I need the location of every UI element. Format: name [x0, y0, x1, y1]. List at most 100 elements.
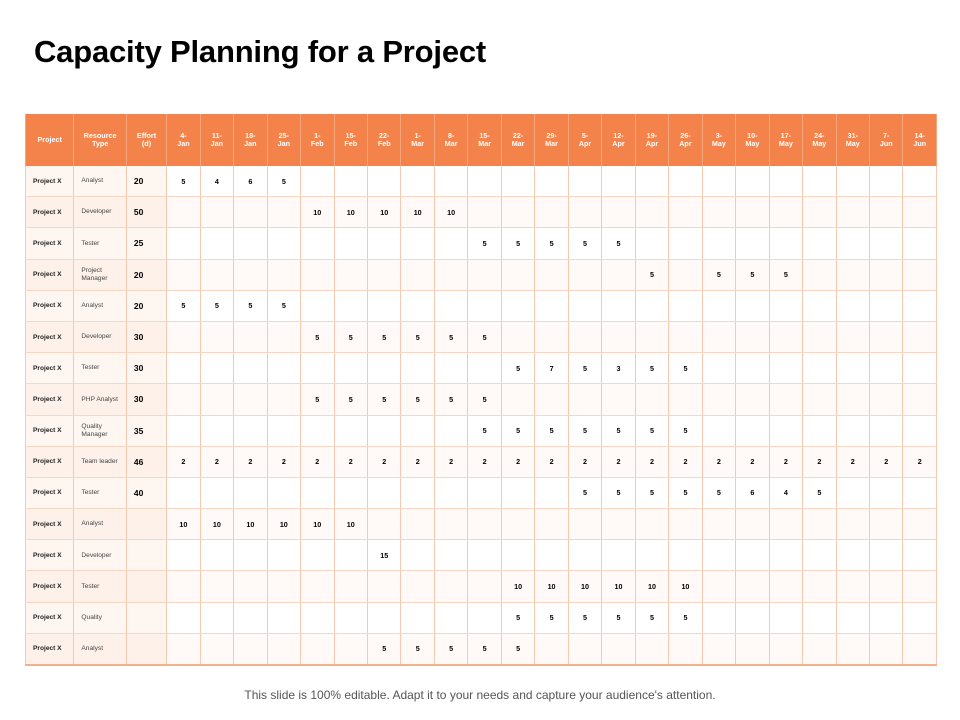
allocation-cell: 5 [467, 633, 502, 666]
allocation-cell [333, 602, 368, 634]
resource-type-cell: Team leader [73, 446, 127, 478]
allocation-cell: 5 [433, 383, 469, 416]
allocation-cell [567, 383, 603, 416]
allocation-cell [835, 321, 871, 354]
header-line: 24- [814, 130, 825, 140]
allocation-cell [266, 383, 302, 416]
allocation-cell: 5 [668, 415, 703, 447]
footer-note: This slide is 100% editable. Adapt it to… [244, 688, 716, 702]
resource-type-cell: Analyst [73, 290, 127, 322]
header-line: Apr [679, 139, 692, 148]
allocation-cell: 10 [668, 570, 703, 603]
table-body: Project X Analyst 20 5 4 6 5 Project X Developer… [24, 166, 937, 666]
header-line: 15- [345, 130, 356, 140]
column-header-5-apr: 5- Apr [567, 114, 603, 166]
header-line: May [845, 139, 860, 148]
header-line: 14- [914, 130, 925, 140]
allocation-cell: 5 [266, 166, 302, 198]
allocation-cell [902, 290, 937, 322]
allocation-cell: 5 [534, 415, 569, 447]
allocation-cell [634, 633, 670, 666]
effort-cell [125, 539, 168, 572]
column-header-effort-d: Effort (d) [125, 114, 168, 166]
allocation-cell [467, 508, 502, 541]
allocation-cell [233, 321, 268, 354]
allocation-cell [199, 539, 235, 572]
allocation-cell [166, 633, 201, 666]
allocation-cell [433, 290, 469, 322]
allocation-cell: 5 [333, 383, 368, 416]
allocation-cell [166, 415, 201, 447]
effort-cell: 30 [125, 321, 168, 354]
allocation-cell [199, 602, 235, 634]
allocation-cell [902, 415, 937, 447]
table-row: Project X Analyst 10 10 10 10 10 10 [24, 508, 937, 541]
allocation-cell: 2 [266, 446, 302, 478]
allocation-cell [500, 321, 536, 354]
allocation-cell [835, 633, 871, 666]
allocation-cell [233, 352, 268, 385]
allocation-cell: 5 [467, 415, 502, 447]
header-line: 26- [680, 130, 691, 140]
table-row: Project X Tester 40 5 5 5 5 5 6 4 5 [24, 477, 937, 510]
column-header-10-may: 10- May [735, 114, 770, 166]
project-cell: Project X [24, 508, 75, 541]
allocation-cell: 5 [366, 633, 402, 666]
allocation-cell: 5 [400, 383, 435, 416]
header-line: Jan [210, 139, 224, 148]
allocation-cell [601, 539, 636, 572]
header-line: May [745, 139, 760, 148]
effort-cell: 50 [125, 196, 168, 229]
allocation-cell [902, 570, 937, 603]
allocation-cell [400, 570, 435, 603]
allocation-cell [400, 352, 435, 385]
header-line: Apr [578, 139, 592, 148]
allocation-cell [701, 570, 737, 603]
allocation-cell: 5 [500, 415, 536, 447]
column-header-1-mar: 1- Mar [400, 114, 435, 166]
allocation-cell [701, 539, 737, 572]
allocation-cell: 5 [433, 633, 469, 666]
allocation-cell [567, 508, 603, 541]
allocation-cell [701, 227, 737, 260]
allocation-cell [869, 633, 904, 666]
allocation-cell: 5 [166, 290, 201, 322]
allocation-cell [768, 508, 804, 541]
allocation-cell [835, 477, 871, 510]
header-row: Project Resource Type Effort (d) 4- Jan 11- Jan 1… [24, 114, 937, 166]
header-line: Apr [612, 139, 625, 148]
allocation-cell [634, 508, 670, 541]
allocation-cell [902, 259, 937, 291]
allocation-cell [802, 321, 837, 354]
column-header-18-jan: 18- Jan [233, 114, 268, 166]
allocation-cell [433, 166, 469, 198]
allocation-cell [668, 166, 703, 198]
allocation-cell [802, 227, 837, 260]
project-cell: Project X [24, 570, 75, 603]
column-header-11-jan: 11- Jan [199, 114, 235, 166]
project-cell: Project X [24, 227, 75, 260]
allocation-cell [534, 290, 569, 322]
allocation-cell [300, 227, 335, 260]
allocation-cell [835, 602, 871, 634]
allocation-cell [735, 383, 770, 416]
allocation-cell [166, 227, 201, 260]
header-line: May [812, 139, 827, 148]
allocation-cell [300, 633, 335, 666]
allocation-cell: 2 [668, 446, 703, 478]
allocation-cell: 10 [601, 570, 636, 603]
allocation-cell [835, 570, 871, 603]
allocation-cell: 5 [467, 321, 502, 354]
allocation-cell: 5 [601, 415, 636, 447]
allocation-cell [266, 539, 302, 572]
allocation-cell [400, 602, 435, 634]
allocation-cell [300, 290, 335, 322]
allocation-cell [400, 477, 435, 510]
allocation-cell [500, 166, 536, 198]
allocation-cell [601, 508, 636, 541]
allocation-cell [467, 570, 502, 603]
allocation-cell [902, 633, 937, 666]
allocation-cell [534, 259, 569, 291]
column-header-17-may: 17- May [768, 114, 804, 166]
effort-cell: 35 [125, 415, 168, 447]
